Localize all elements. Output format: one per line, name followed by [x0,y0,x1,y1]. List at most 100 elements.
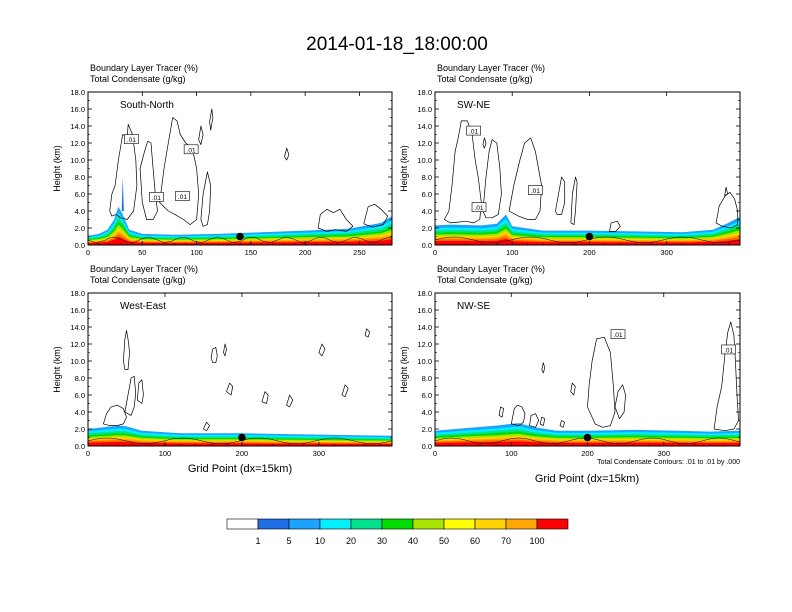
plot-area: 0.0 2.0 4.0 6.0 8.0 10.0 12.0 14.0 16.0 18.0 0 100 2… [52,289,393,458]
y-tick-label: 4.0 [422,207,432,216]
colorbar-label: 1 [255,536,260,546]
contour-label-text: .01 [469,129,478,136]
panel-label: SW-NE [457,100,490,111]
y-tick-label: 10.0 [417,357,432,366]
colorbar-label: 30 [377,536,387,546]
tracer-plume [121,177,124,211]
tracer-band [88,441,392,446]
condensate-contour [541,362,546,374]
location-marker [585,232,594,241]
y-tick-label: 10.0 [70,156,85,165]
y-axis-label: Height (km) [399,346,409,393]
condensate-contour [482,139,502,219]
y-tick-label: 6.0 [422,391,432,400]
plot-area: .01 .01 .01 .01 0.0 2.0 4.0 6.0 8.0 10.0 12.0 14.0 1… [52,88,393,257]
plot-content: .01 .01 [435,293,740,446]
y-tick-label: 18.0 [70,88,85,97]
panel-label: West-East [120,301,166,312]
condensate-contour [123,330,130,370]
contour-label: .01 [528,185,543,195]
contour-label: .01 [149,192,164,202]
y-tick-label: 10.0 [70,357,85,366]
contour-label-text: .01 [178,194,187,201]
y-tick-label: 8.0 [75,374,85,383]
condensate-contour [317,208,354,232]
colorbar-label: 100 [529,536,544,546]
plot-area: .01 .01 .01 0.0 2.0 4.0 6.0 8.0 10.0 12.0 14.0 16.0… [399,88,741,257]
contour-label: .01 [610,329,626,339]
y-tick-label: 0.0 [75,241,85,250]
condensate-contour [555,176,566,215]
condensate-contour [570,382,576,396]
y-tick-label: 14.0 [417,122,432,131]
condensate-contour [284,147,290,161]
contour-label-text: .01 [127,137,136,144]
condensate-contour [318,343,326,357]
left-title-2: Total Condensate (g/kg) [437,74,533,84]
condensate-contour [136,379,144,404]
colorbar-swatch [536,518,569,530]
y-tick-label: 14.0 [70,323,85,332]
left-title-1: Boundary Layer Tracer (%) [90,264,198,274]
y-tick-label: 12.0 [417,340,432,349]
condensate-contour [609,220,621,232]
colorbar: 1 5 10 20 30 40 50 60 70 100 [226,518,569,546]
contour-label: .01 [175,191,190,201]
left-title-2: Total Condensate (g/kg) [437,275,533,285]
condensate-contour [210,347,218,364]
y-tick-label: 8.0 [75,173,85,182]
condensate-contour [715,191,739,229]
colorbar-label: 60 [470,536,480,546]
contour-label: .01 [471,202,487,212]
tracer-band [435,238,740,245]
colorbar-label: 20 [346,536,356,546]
panel-label: NW-SE [457,301,490,312]
y-tick-label: 0.0 [422,241,432,250]
colorbar-swatch [257,518,290,530]
condensate-contour [198,125,204,146]
y-tick-label: 6.0 [75,391,85,400]
colorbar-label: 40 [408,536,418,546]
location-marker [236,232,244,241]
contour-label: .01 [124,134,139,144]
x-tick-label: 200 [583,248,596,257]
y-tick-label: 12.0 [417,139,432,148]
condensate-contour [286,394,294,408]
x-tick-label: 100 [506,248,519,257]
condensate-contour [203,421,210,432]
y-tick-label: 12.0 [70,340,85,349]
colorbar-label: 5 [286,536,291,546]
y-tick-label: 12.0 [70,139,85,148]
left-title-1: Boundary Layer Tracer (%) [437,264,545,274]
contour-label-text: .01 [613,332,622,339]
colorbar-swatch [288,518,321,530]
x-tick-label: 200 [299,248,312,257]
y-tick-label: 18.0 [417,88,432,97]
colorbar-swatch [412,518,445,530]
x-axis-label: Grid Point (dx=15km) [535,473,639,485]
x-tick-label: 50 [138,248,146,257]
colorbar-swatch [381,518,414,530]
panel-nw-se: Boundary Layer Tracer (%) Total Condensa… [399,264,741,485]
condensate-contour [200,171,212,227]
contour-label: .01 [466,125,481,136]
condensate-contour [570,176,578,225]
y-tick-label: 4.0 [75,408,85,417]
plot-content [88,293,392,446]
y-tick-label: 10.0 [417,156,432,165]
condensate-contour [587,336,616,428]
plot-background [435,92,740,245]
contour-info: Total Condensate Contours: .01 to .01 by… [597,459,740,466]
condensate-contour [209,108,214,131]
y-tick-label: 0.0 [75,442,85,451]
x-tick-label: 150 [245,248,258,257]
y-tick-label: 2.0 [422,425,432,434]
terrain-contour [88,437,392,445]
left-title-1: Boundary Layer Tracer (%) [437,63,545,73]
plot-area: .01 .01 0.0 2.0 4.0 6.0 8.0 10.0 12.0 14.0 16.0 18.… [399,289,741,458]
x-tick-label: 300 [657,449,670,458]
x-tick-label: 0 [433,248,437,257]
condensate-contour [529,413,540,428]
condensate-contour [724,186,728,197]
y-tick-label: 8.0 [422,374,432,383]
